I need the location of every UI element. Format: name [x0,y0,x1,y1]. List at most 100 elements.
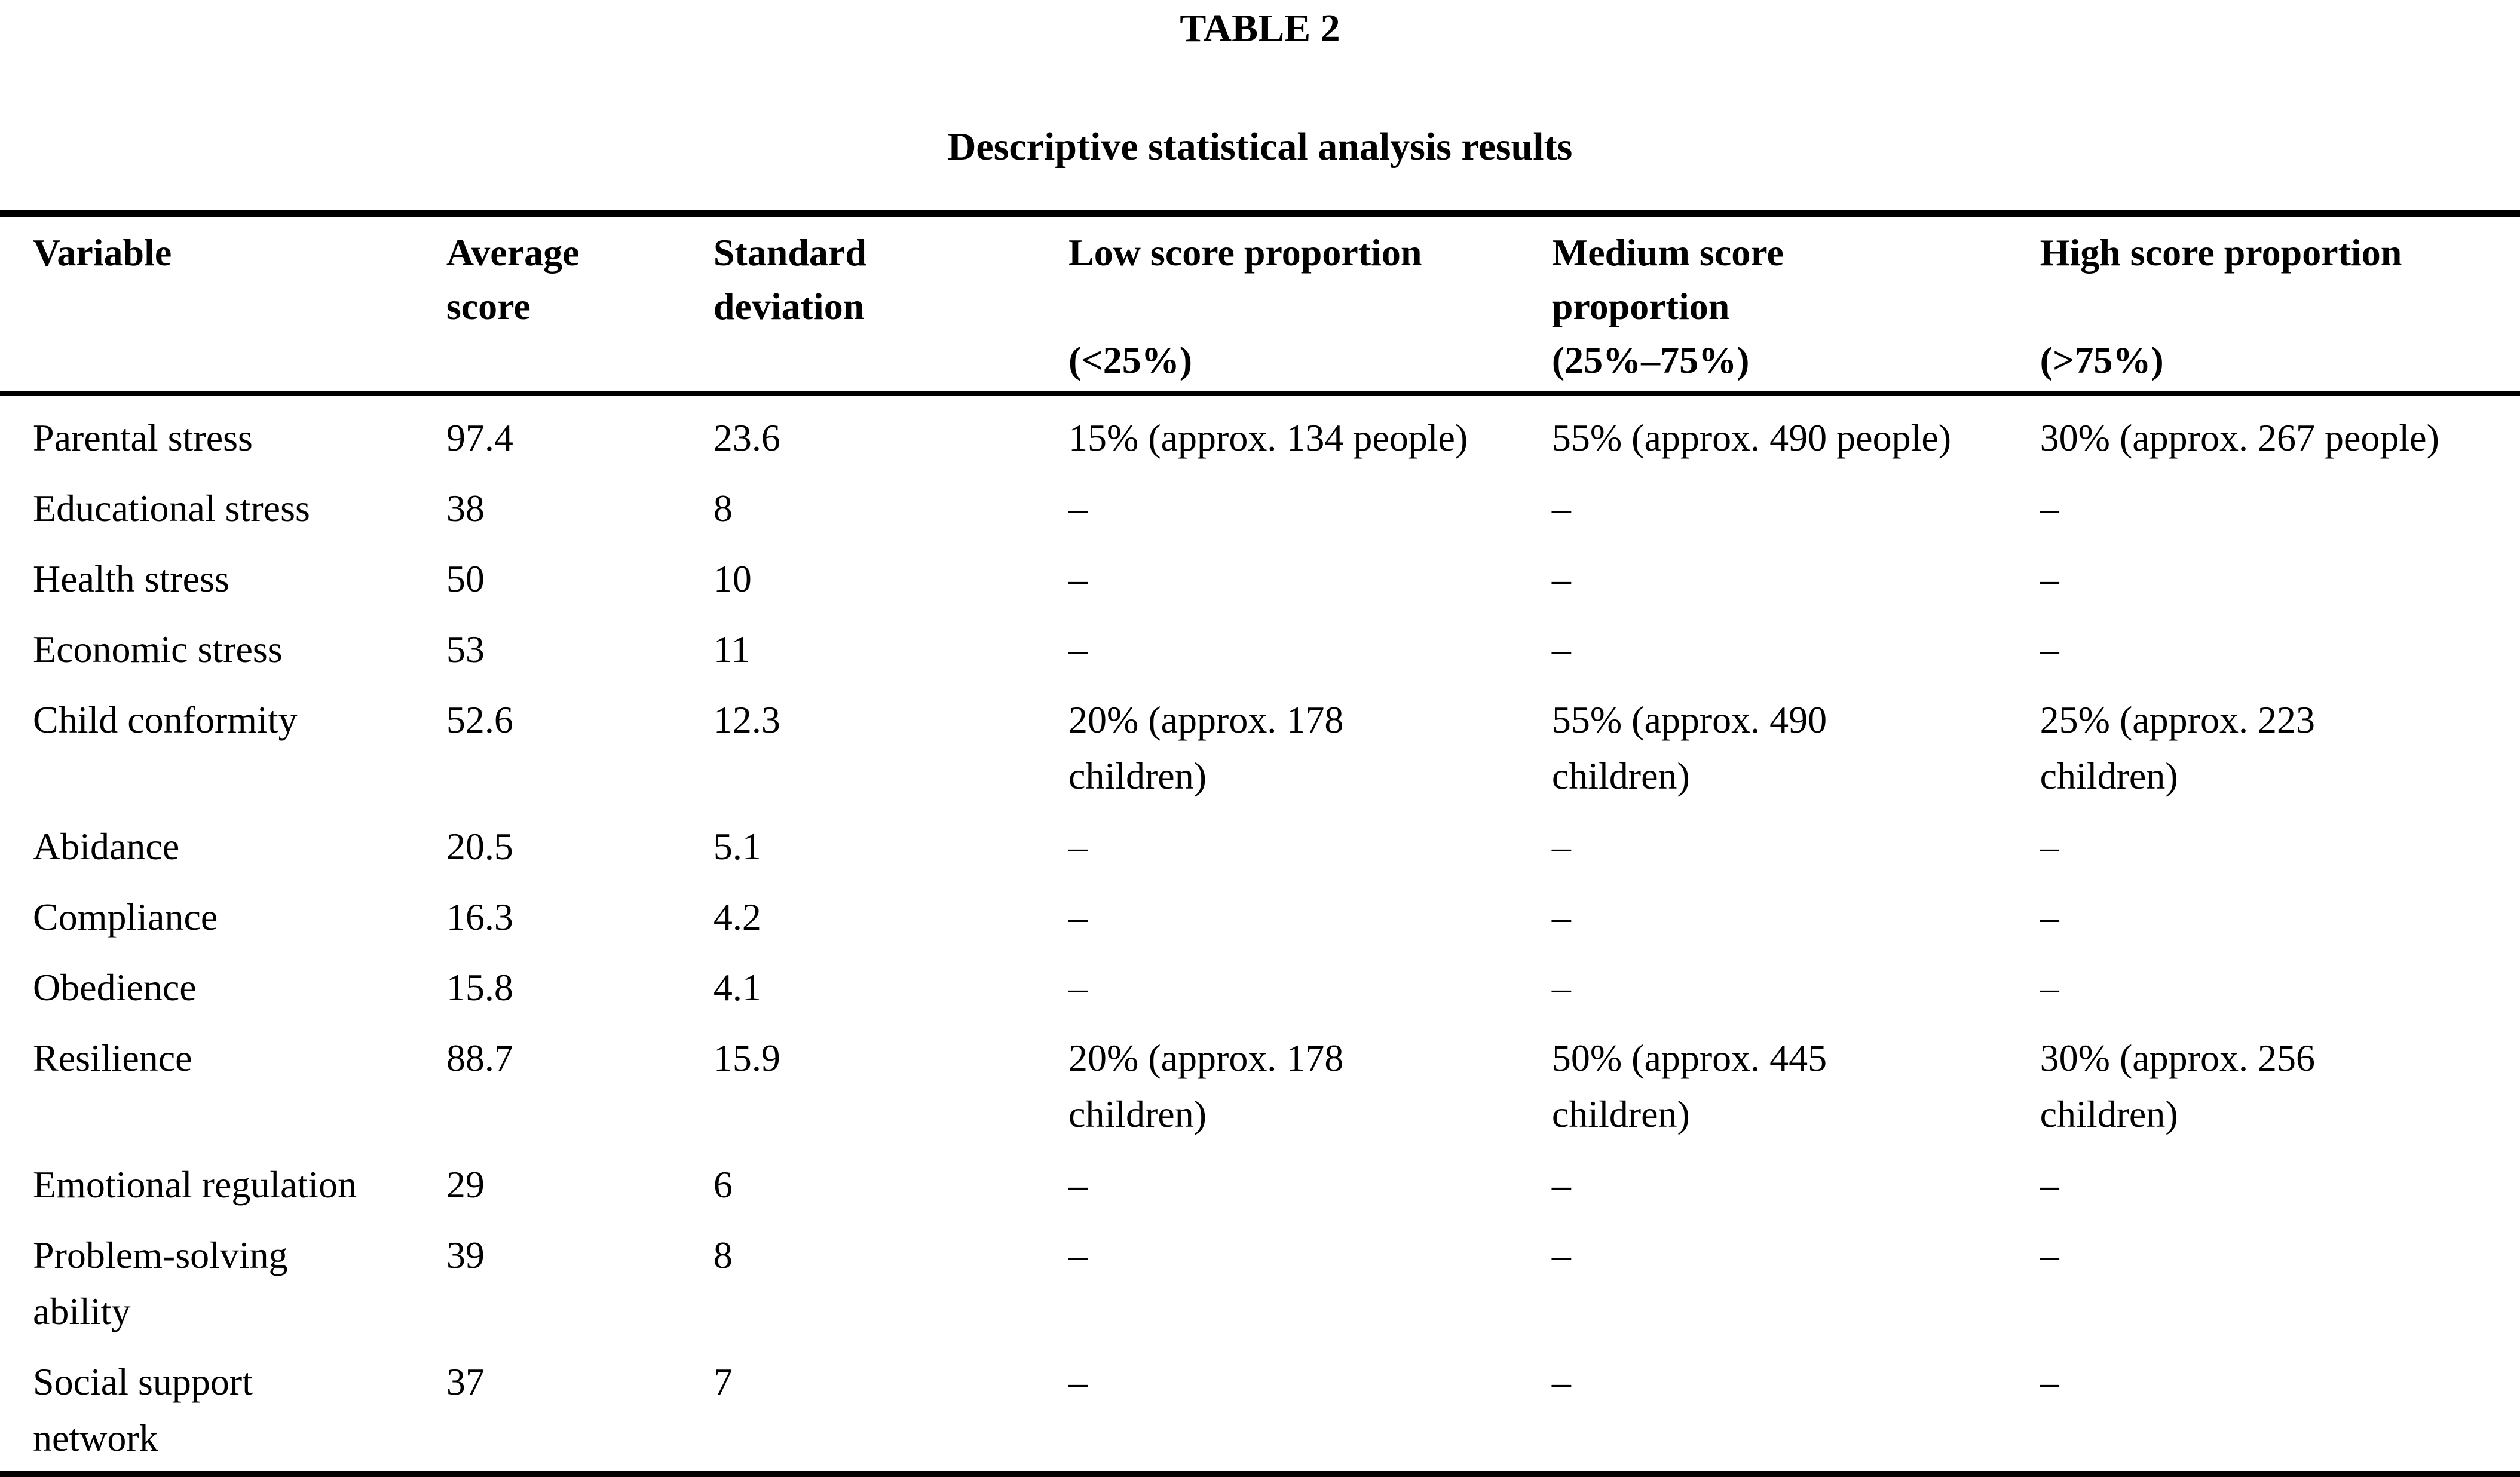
cell-high-proportion: – [2040,966,2059,1009]
cell-average-score: 53 [446,628,485,670]
cell-standard-deviation: 10 [713,557,752,600]
cell-medium-proportion: 55% (approx. 490 people) [1551,416,1952,459]
table-row: Parental stress 97.4 23.6 15% (approx. 1… [0,393,2520,466]
cell-standard-deviation: 4.2 [713,896,761,938]
descriptive-stats-table: Variable Average score Standard deviatio… [0,210,2520,1477]
cell-medium-proportion: – [1551,966,1571,1009]
col-header-high-score-proportion: High score proportion (>75%) [2040,214,2520,396]
cell-variable: Problem-solving ability [33,1234,288,1332]
header-line [446,333,714,387]
cell-high-proportion: – [2040,557,2059,600]
cell-high-proportion: – [2040,487,2059,529]
cell-variable: Child conformity [33,698,298,741]
cell-standard-deviation: 8 [713,1234,733,1276]
cell-average-score: 97.4 [446,416,513,459]
cell-low-proportion: – [1068,1360,1088,1403]
cell-average-score: 52.6 [446,698,513,741]
table-row: Problem-solving ability 39 8 – – – [0,1213,2520,1340]
cell-variable: Economic stress [33,628,283,670]
cell-low-proportion: – [1068,1163,1088,1206]
header-line [1068,280,1552,333]
col-header-medium-score-proportion: Medium score proportion (25%–75%) [1551,214,2040,396]
col-header-variable: Variable [0,214,446,396]
table-row: Health stress 50 10 – – – [0,537,2520,607]
cell-high-proportion: – [2040,1360,2059,1403]
cell-variable: Obedience [33,966,197,1009]
cell-high-proportion: – [2040,1234,2059,1276]
cell-standard-deviation: 4.1 [713,966,761,1009]
cell-low-proportion: – [1068,628,1088,670]
cell-standard-deviation: 15.9 [713,1037,780,1079]
col-header-standard-deviation: Standard deviation [713,214,1068,396]
header-line [714,333,1068,387]
cell-medium-proportion: – [1551,487,1571,529]
cell-variable: Parental stress [33,416,253,459]
cell-low-proportion: – [1068,487,1088,529]
cell-medium-proportion: – [1551,557,1571,600]
table-row: Child conformity 52.6 12.3 20% (approx. … [0,678,2520,804]
cell-high-proportion: – [2040,825,2059,868]
cell-variable: Emotional regulation [33,1163,357,1206]
col-header-low-score-proportion: Low score proportion (<25%) [1068,214,1552,396]
cell-medium-proportion: – [1551,825,1571,868]
cell-average-score: 50 [446,557,485,600]
cell-high-proportion: – [2040,628,2059,670]
cell-medium-proportion: – [1551,1163,1571,1206]
cell-variable: Compliance [33,896,218,938]
cell-variable: Health stress [33,557,229,600]
header-line: Standard [713,231,866,274]
cell-standard-deviation: 11 [713,628,751,670]
cell-variable: Abidance [33,825,180,868]
cell-medium-proportion: 50% (approx. 445 children) [1551,1037,1827,1135]
cell-average-score: 15.8 [446,966,513,1009]
cell-average-score: 37 [446,1360,485,1403]
cell-average-score: 29 [446,1163,485,1206]
cell-low-proportion: – [1068,896,1088,938]
header-line: Variable [33,231,172,274]
cell-average-score: 39 [446,1234,485,1276]
cell-medium-proportion: – [1551,896,1571,938]
header-row: Variable Average score Standard deviatio… [0,214,2520,396]
header-line: (>75%) [2040,339,2164,381]
cell-variable: Resilience [33,1037,192,1079]
cell-standard-deviation: 23.6 [713,416,780,459]
cell-variable: Social support network [33,1360,253,1459]
page-subtitle: Descriptive statistical analysis results [947,125,1573,168]
cell-medium-proportion: – [1551,1360,1571,1403]
header-line: (<25%) [1068,339,1193,381]
cell-average-score: 88.7 [446,1037,513,1079]
cell-average-score: 38 [446,487,485,529]
cell-low-proportion: – [1068,966,1088,1009]
header-line: deviation [713,285,865,327]
page-title: TABLE 2 [1180,7,1340,50]
header-line: Average [446,231,580,274]
col-header-average-score: Average score [446,214,714,396]
table-row: Obedience 15.8 4.1 – – – [0,945,2520,1016]
table-row: Educational stress 38 8 – – – [0,466,2520,537]
header-line: (25%–75%) [1551,339,1750,381]
cell-standard-deviation: 8 [713,487,733,529]
table-row: Economic stress 53 11 – – – [0,607,2520,678]
cell-medium-proportion: – [1551,1234,1571,1276]
table-row: Abidance 20.5 5.1 – – – [0,804,2520,875]
cell-low-proportion: 20% (approx. 178 children) [1068,698,1344,797]
cell-high-proportion: – [2040,1163,2059,1206]
header-line [33,333,446,387]
header-line: Medium score [1551,231,1784,274]
cell-low-proportion: – [1068,557,1088,600]
cell-standard-deviation: 12.3 [713,698,780,741]
cell-low-proportion: 20% (approx. 178 children) [1068,1037,1344,1135]
cell-high-proportion: 30% (approx. 256 children) [2040,1037,2315,1135]
cell-variable: Educational stress [33,487,310,529]
cell-medium-proportion: 55% (approx. 490 children) [1551,698,1827,797]
header-line: score [446,285,531,327]
table-row: Emotional regulation 29 6 – – – [0,1142,2520,1213]
cell-high-proportion: 30% (approx. 267 people) [2040,416,2439,459]
cell-low-proportion: 15% (approx. 134 people) [1068,416,1468,459]
cell-standard-deviation: 7 [713,1360,733,1403]
table-row: Resilience 88.7 15.9 20% (approx. 178 ch… [0,1016,2520,1142]
cell-average-score: 20.5 [446,825,513,868]
table-row: Compliance 16.3 4.2 – – – [0,875,2520,945]
cell-high-proportion: – [2040,896,2059,938]
header-line: High score proportion [2040,231,2402,274]
